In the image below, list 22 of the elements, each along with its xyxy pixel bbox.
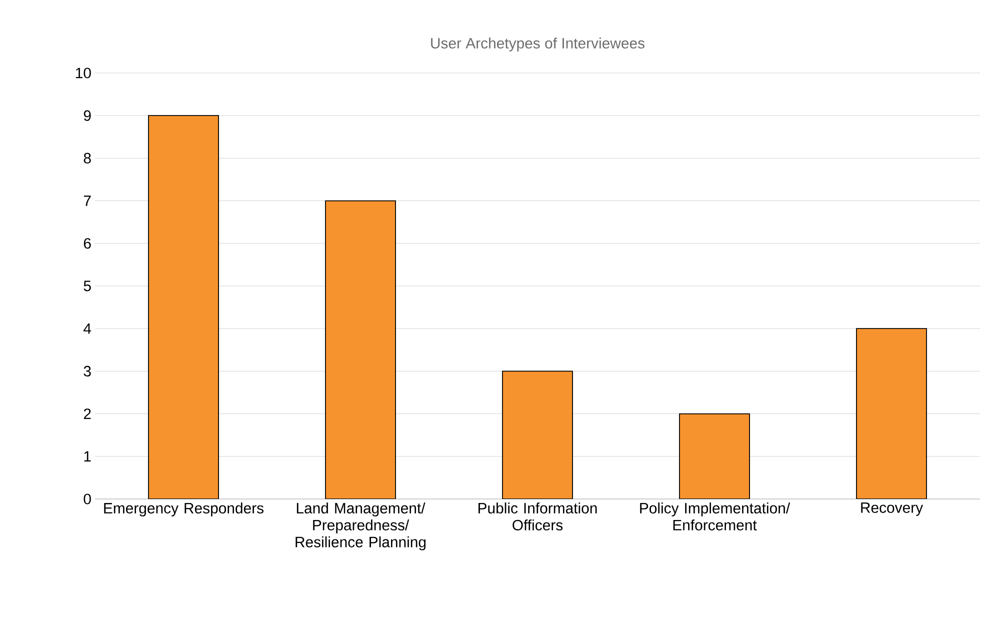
y-tick-label: 9 xyxy=(84,110,91,121)
x-tick-label: Recovery xyxy=(861,502,924,516)
y-tick-label: 5 xyxy=(84,280,91,292)
bar xyxy=(325,200,396,499)
x-tick-label: Policy Implementation/ Enforcement xyxy=(640,502,790,530)
bar xyxy=(148,115,219,499)
x-tick-label: Emergency Responders xyxy=(104,502,264,516)
bar xyxy=(856,328,927,499)
y-tick-label: 3 xyxy=(84,366,91,376)
y-tick-label: 4 xyxy=(84,323,92,334)
y-tick-label: 8 xyxy=(84,152,91,164)
x-tick-label: Public Information Officers xyxy=(478,502,597,530)
y-tick-label: 10 xyxy=(76,68,91,78)
chart-title: User Archetypes of Interviewees xyxy=(431,38,644,52)
y-tick-label: 6 xyxy=(84,238,91,249)
y-tick-label: 7 xyxy=(84,196,91,206)
y-tick-label: 1 xyxy=(84,451,91,462)
y-tick-label: 2 xyxy=(84,408,91,419)
x-tick-label: Land Management/ Preparedness/ Resilience Planning xyxy=(296,502,426,550)
y-tick-label: 0 xyxy=(84,494,91,504)
bar xyxy=(502,370,573,499)
bar xyxy=(679,413,750,499)
